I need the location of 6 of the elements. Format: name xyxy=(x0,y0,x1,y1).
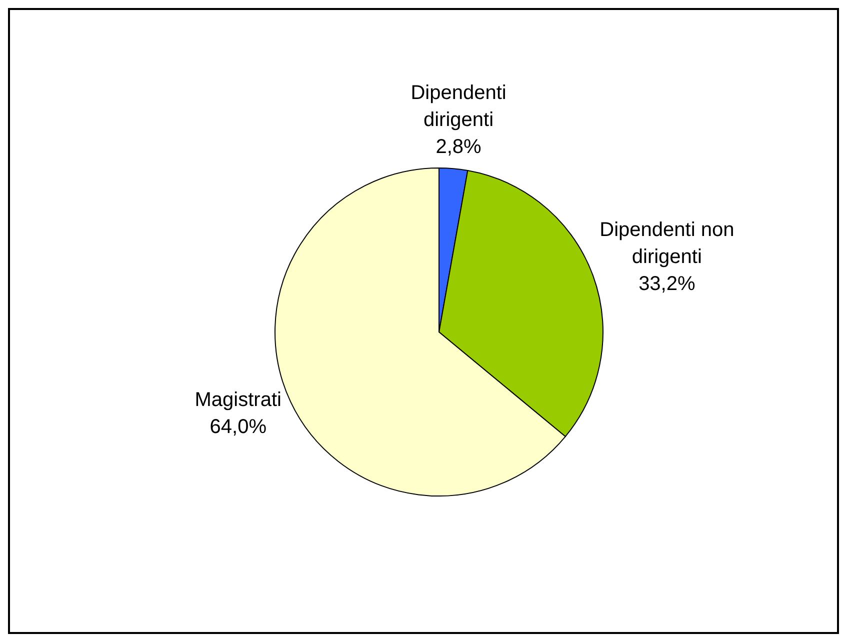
data-label: 64,0% xyxy=(210,416,267,438)
slice-label: Magistrati xyxy=(194,388,282,411)
slice-label: Dipendenti non dirigenti xyxy=(600,218,734,268)
slice-label: Dipendenti dirigenti xyxy=(410,82,506,131)
data-label: 33,2% xyxy=(638,272,696,295)
data-label: 2,8% xyxy=(436,136,482,158)
